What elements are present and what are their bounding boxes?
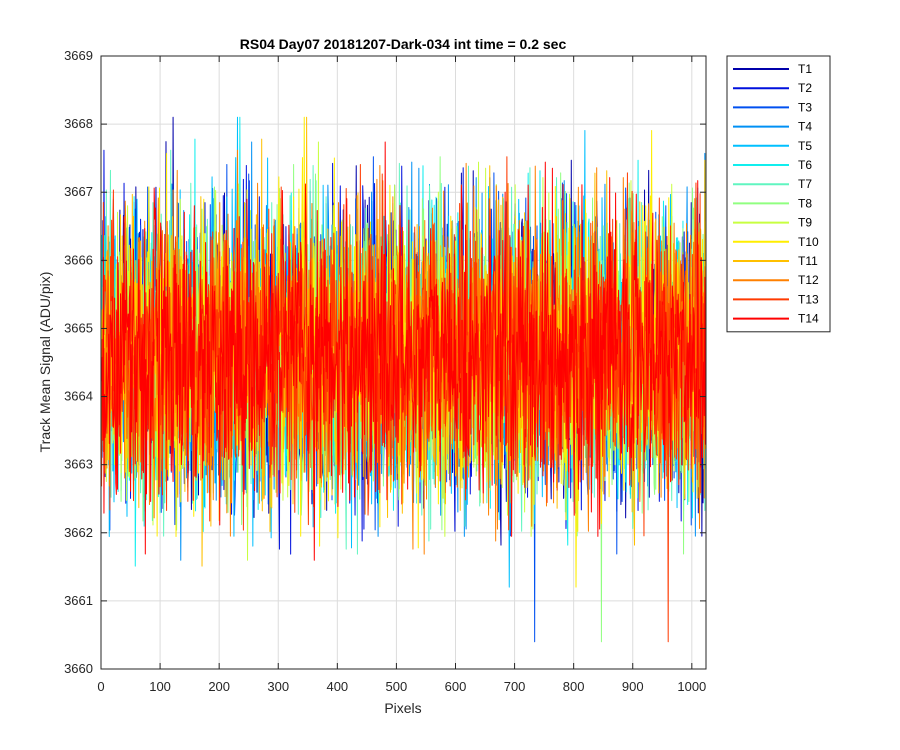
y-tick-label: 3662 [64, 525, 93, 540]
plot-frame [100, 55, 707, 670]
legend-box [726, 55, 831, 333]
legend-label: T2 [798, 81, 812, 95]
x-tick-label: 400 [326, 679, 348, 694]
y-tick-label: 3660 [64, 661, 93, 676]
x-axis-label: Pixels [384, 700, 421, 716]
legend-label: T9 [798, 216, 812, 230]
legend-item-t7[interactable]: T7 [733, 177, 812, 191]
legend-label: T13 [798, 292, 819, 306]
legend-label: T6 [798, 158, 812, 172]
x-tick-label: 200 [208, 679, 230, 694]
legend-item-t1[interactable]: T1 [733, 62, 812, 76]
series-lines [101, 116, 707, 643]
legend-item-t14[interactable]: T14 [733, 312, 819, 326]
legend-label: T3 [798, 100, 812, 114]
series-line-t14 [101, 141, 707, 561]
y-tick-label: 3665 [64, 320, 93, 335]
x-tick-label: 500 [386, 679, 408, 694]
chart-title: RS04 Day07 20181207-Dark-034 int time = … [240, 36, 567, 52]
legend-label: T14 [798, 312, 819, 326]
legend-label: T12 [798, 273, 819, 287]
y-tick-label: 3667 [64, 184, 93, 199]
x-tick-label: 600 [445, 679, 467, 694]
x-tick-label: 1000 [677, 679, 706, 694]
x-tick-label: 100 [149, 679, 171, 694]
legend-item-t4[interactable]: T4 [733, 120, 812, 134]
y-axis-label: Track Mean Signal (ADU/pix) [37, 272, 53, 453]
legend-label: T8 [798, 196, 812, 210]
axis-ticks: 0 100 200 300 400 500 600 700 800 900 1000 3660 3661… [64, 48, 706, 694]
legend-item-t6[interactable]: T6 [733, 158, 812, 172]
x-tick-label: 800 [563, 679, 585, 694]
y-tick-label: 3666 [64, 252, 93, 267]
legend[interactable]: T1 T2 T3 T4 T5 T6 T7 T8 T9 T10 T11 T12 T13 T14 [726, 55, 831, 333]
legend-label: T7 [798, 177, 812, 191]
legend-label: T1 [798, 62, 812, 76]
x-tick-label: 0 [97, 679, 104, 694]
y-tick-label: 3663 [64, 457, 93, 472]
legend-label: T5 [798, 139, 812, 153]
x-tick-label: 300 [267, 679, 289, 694]
legend-item-t13[interactable]: T13 [733, 292, 819, 306]
legend-item-t8[interactable]: T8 [733, 196, 812, 210]
y-tick-label: 3661 [64, 593, 93, 608]
legend-item-t3[interactable]: T3 [733, 100, 812, 114]
legend-label: T4 [798, 120, 812, 134]
legend-label: T10 [798, 235, 819, 249]
legend-item-t9[interactable]: T9 [733, 216, 812, 230]
legend-item-t2[interactable]: T2 [733, 81, 812, 95]
legend-item-t12[interactable]: T12 [733, 273, 819, 287]
y-tick-label: 3668 [64, 116, 93, 131]
y-tick-label: 3669 [64, 48, 93, 63]
legend-item-t10[interactable]: T10 [733, 235, 819, 249]
x-tick-label: 700 [504, 679, 526, 694]
legend-item-t11[interactable]: T11 [733, 254, 818, 268]
legend-label: T11 [798, 254, 818, 268]
x-tick-label: 900 [622, 679, 644, 694]
y-tick-label: 3664 [64, 389, 93, 404]
legend-item-t5[interactable]: T5 [733, 139, 812, 153]
